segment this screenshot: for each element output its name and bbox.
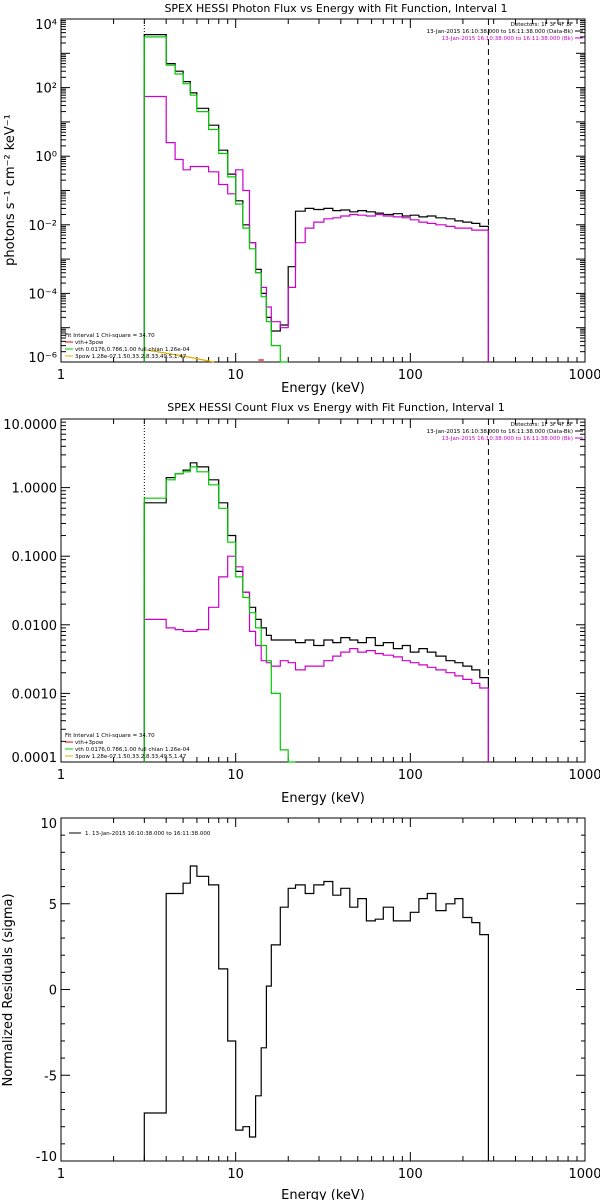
residuals-y-tick-label: -5: [44, 1069, 57, 1084]
count-legend-top-right-item: 13-Jan-2015 16:10:38.000 to 16:11:38.000…: [427, 429, 573, 435]
photon-legend-bottom-left-item: Fit Interval 1 Chi-square = 34.70: [65, 333, 155, 339]
count-y-tick-label: 10.0000: [3, 418, 57, 433]
count-x-tick-label: 100: [398, 768, 423, 783]
photon-legend-top-right-item: 13-Jan-2015 16:10:38.000 to 16:11:38.000…: [427, 29, 573, 35]
residuals-x-axis-label: Energy (keV): [281, 1188, 365, 1200]
residuals-series-1-13-jan-2015-16-10-38-000-to-16-11-38-000: [143, 865, 489, 1161]
photon-legend-top-right-item: 13-Jan-2015 16:10:38.000 to 16:11:38.000…: [442, 36, 573, 42]
photon-y-tick-label: 10⁻⁶: [28, 351, 57, 366]
count-series-data-bk: [143, 462, 489, 762]
count-x-tick-label: 10: [227, 768, 244, 783]
count-series-bk: [143, 555, 489, 762]
photon-y-axis-label: photons s⁻¹ cm⁻² keV⁻¹: [3, 114, 18, 266]
photon-legend-bottom-left-item: vth+3pow: [75, 340, 104, 346]
photon-title: SPEX HESSI Photon Flux vs Energy with Fi…: [164, 2, 507, 15]
photon-y-tick-label: 10⁻²: [28, 219, 57, 234]
residuals-plot-frame: [60, 817, 586, 1162]
photon-x-tick-label: 1000: [568, 368, 600, 383]
photon-fit-3pow-curve: [146, 349, 214, 363]
residuals-x-tick-label: 1000: [568, 1167, 600, 1182]
photon-series-bk: [143, 95, 489, 362]
count-plot-frame: [60, 418, 586, 763]
residuals-y-tick-label: 5: [49, 898, 57, 913]
residuals-y-tick-label: 10: [40, 817, 57, 832]
count-series-vth: [143, 466, 296, 763]
count-y-tick-label: 1.0000: [12, 482, 58, 497]
count-legend-top-right-item: 13-Jan-2015 16:10:38.000 to 16:11:38.000…: [442, 436, 573, 442]
photon-plot-frame: [60, 18, 586, 363]
photon-y-tick-label: 10⁰: [35, 150, 57, 165]
residuals-plot-layer: 1 10 100 1000 10 5 0 -5 -10 1. 13-Jan-2015 16:10:…: [36, 817, 600, 1182]
residuals-y-tick-label: -10: [36, 1150, 57, 1165]
photon-series-data-bk: [143, 34, 489, 362]
residuals-x-tick-label: 1: [57, 1167, 65, 1182]
photon-y-tick-label: 10⁴: [35, 18, 57, 33]
residuals-y-axis-label: Normalized Residuals (sigma): [1, 893, 16, 1086]
count-x-tick-label: 1000: [568, 768, 600, 783]
residuals-legend-top-left-item: 1. 13-Jan-2015 16:10:38.000 to 16:11:38.…: [85, 831, 211, 837]
residuals-x-tick-label: 10: [227, 1167, 244, 1182]
photon-legend-bottom-left-item: vth 0.0176,0.786,1.00 full chian 1.26e-0…: [75, 347, 190, 353]
photon-x-tick-label: 100: [398, 368, 423, 383]
count-legend-bottom-left-item: 3pow 1.28e-07,1.50,33.2,8.33,49.5,1.47: [75, 754, 187, 760]
count-plot-layer: 1 10 100 1000 10.0000 1.0000 0.1000 0.0100 0.001…: [3, 418, 600, 783]
count-y-tick-label: 0.0001: [12, 751, 58, 766]
count-legend-bottom-left-item: vth+3pow: [75, 740, 104, 746]
count-title: SPEX HESSI Count Flux vs Energy with Fit…: [167, 401, 504, 414]
count-x-axis-label: Energy (keV): [281, 791, 365, 806]
count-y-tick-label: 0.1000: [12, 550, 58, 565]
photon-legend-top-right-item: Detectors: 1F 3F 4F 8F: [511, 22, 573, 28]
residuals-y-tick-label: 0: [49, 984, 57, 999]
count-x-tick-label: 1: [57, 768, 65, 783]
photon-x-tick-label: 10: [227, 368, 244, 383]
count-y-tick-label: 0.0100: [12, 619, 58, 634]
count-legend-bottom-left-item: vth 0.0176,0.786,1.00 full chian 1.26e-0…: [75, 747, 190, 753]
photon-y-tick-label: 10²: [35, 82, 57, 97]
residuals-x-tick-label: 100: [398, 1167, 423, 1182]
count-legend-bottom-left-item: Fit Interval 1 Chi-square = 34.70: [65, 733, 155, 739]
count-y-tick-label: 0.0010: [12, 687, 58, 702]
photon-legend-bottom-left-item: 3pow 1.28e-07,1.50,33.2,8.33,49.5,1.47: [75, 354, 187, 360]
photon-plot-layer: 1 10 100 1000 10⁴ 10² 10⁰ 10⁻² 10⁻⁴ 10⁻⁶ Detectors…: [28, 18, 600, 383]
photon-x-axis-label: Energy (keV): [281, 381, 365, 396]
photon-series-vth: [143, 36, 289, 363]
photon-x-tick-label: 1: [57, 368, 65, 383]
count-legend-top-right-item: Detectors: 1F 3F 4F 8F: [511, 422, 573, 428]
photon-y-tick-label: 10⁻⁴: [28, 287, 57, 302]
